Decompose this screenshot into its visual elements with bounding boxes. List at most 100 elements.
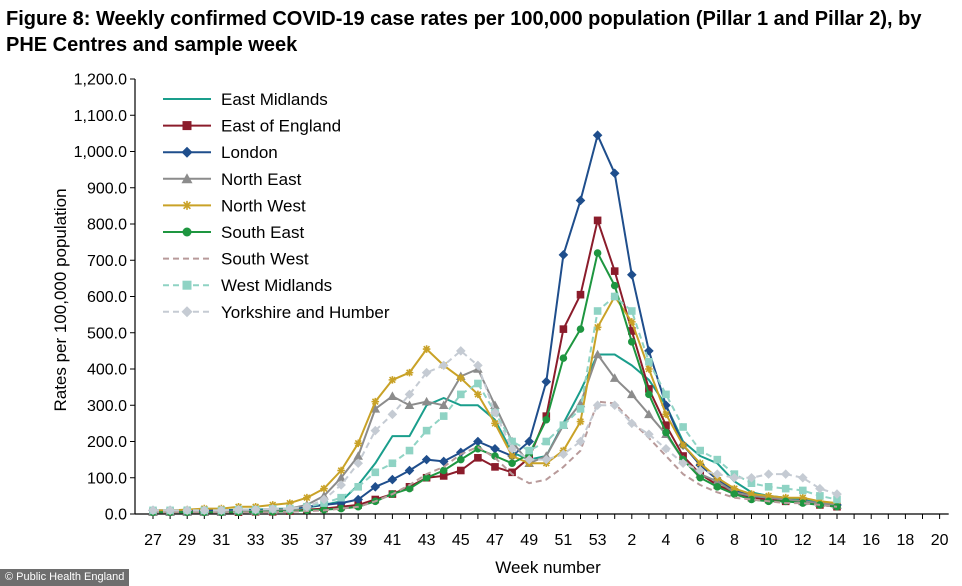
x-tick-label: 4: [662, 532, 671, 549]
series-south-west: [153, 400, 838, 514]
data-point: [610, 292, 619, 301]
data-point: [387, 474, 398, 485]
data-point: [370, 425, 381, 436]
data-point: [798, 472, 808, 483]
data-point: [541, 454, 552, 465]
data-point: [541, 376, 552, 387]
y-tick-label: 200.0: [87, 434, 127, 451]
data-point: [404, 389, 415, 400]
data-point: [799, 493, 807, 502]
series-line: [153, 400, 838, 514]
data-point: [303, 493, 311, 502]
data-point: [473, 436, 483, 447]
data-point: [181, 306, 193, 318]
data-point: [182, 505, 192, 516]
data-point: [353, 451, 363, 460]
data-point: [661, 443, 671, 454]
data-point: [609, 373, 620, 382]
data-point: [456, 447, 466, 458]
data-point: [679, 441, 687, 449]
data-point: [610, 281, 619, 290]
data-point: [780, 469, 791, 479]
data-point: [816, 492, 824, 500]
data-point: [250, 504, 261, 515]
data-point: [405, 484, 414, 493]
data-point: [696, 459, 704, 468]
data-point: [182, 200, 192, 210]
data-point: [387, 409, 398, 420]
series-layer: [148, 130, 842, 516]
data-point: [730, 484, 739, 493]
data-point: [593, 216, 602, 225]
data-point: [457, 466, 465, 475]
data-point: [609, 400, 620, 411]
data-point: [457, 390, 465, 399]
x-tick-label: 8: [730, 532, 739, 549]
data-point: [508, 437, 516, 446]
data-point: [525, 446, 533, 455]
data-point: [764, 492, 773, 500]
data-point: [336, 480, 346, 490]
legend-item: West Midlands: [163, 276, 332, 295]
x-tick-label: 14: [828, 532, 846, 549]
x-tick-label: 29: [178, 532, 196, 549]
data-point: [422, 345, 431, 353]
legend: East Midlands East of England London North …: [163, 90, 390, 322]
x-axis-title: Week number: [495, 558, 601, 577]
data-point: [354, 439, 362, 448]
data-point: [696, 446, 704, 455]
data-point: [370, 482, 381, 492]
data-point: [508, 468, 516, 477]
data-point: [371, 397, 380, 406]
data-point: [746, 472, 757, 483]
x-tick-label: 51: [555, 532, 573, 549]
data-point: [593, 307, 602, 315]
data-point: [576, 405, 585, 413]
y-tick-label: 600.0: [87, 289, 127, 306]
data-point: [474, 454, 482, 462]
data-point: [337, 493, 345, 502]
data-point: [592, 349, 603, 359]
y-tick-label: 900.0: [87, 180, 127, 197]
data-point: [508, 452, 516, 460]
data-point: [457, 455, 465, 464]
data-point: [678, 458, 688, 469]
data-point: [337, 466, 345, 475]
data-point: [593, 323, 602, 332]
data-point: [370, 404, 381, 413]
data-point: [439, 412, 448, 420]
x-tick-label: 31: [213, 532, 231, 549]
data-point: [302, 501, 312, 512]
data-point: [388, 376, 397, 384]
legend-label: West Midlands: [221, 276, 332, 295]
data-point: [833, 495, 841, 504]
x-tick-label: 39: [349, 532, 367, 549]
data-point: [405, 368, 414, 377]
image-credit: © Public Health England: [0, 569, 130, 586]
data-point: [216, 505, 227, 516]
legend-item: East Midlands: [163, 90, 328, 109]
data-point: [421, 454, 432, 465]
legend-label: Yorkshire and Humber: [221, 303, 390, 322]
data-point: [729, 472, 740, 483]
x-tick-label: 10: [760, 532, 778, 549]
legend-item: Yorkshire and Humber: [163, 303, 390, 322]
data-point: [696, 473, 704, 482]
data-point: [764, 483, 773, 491]
x-tick-label: 53: [589, 532, 607, 549]
data-point: [421, 396, 432, 406]
data-point: [474, 390, 482, 399]
x-tick-label: 33: [247, 532, 265, 549]
data-point: [181, 173, 193, 184]
y-tick-label: 500.0: [87, 325, 127, 342]
data-point: [747, 479, 756, 487]
data-point: [575, 195, 586, 206]
x-tick-label: 43: [418, 532, 436, 549]
data-point: [353, 494, 363, 505]
data-point: [763, 469, 774, 479]
y-tick-label: 100.0: [87, 470, 127, 487]
legend-label: North West: [221, 196, 306, 215]
data-point: [233, 504, 244, 515]
data-point: [628, 338, 636, 346]
legend-item: London: [163, 143, 278, 162]
